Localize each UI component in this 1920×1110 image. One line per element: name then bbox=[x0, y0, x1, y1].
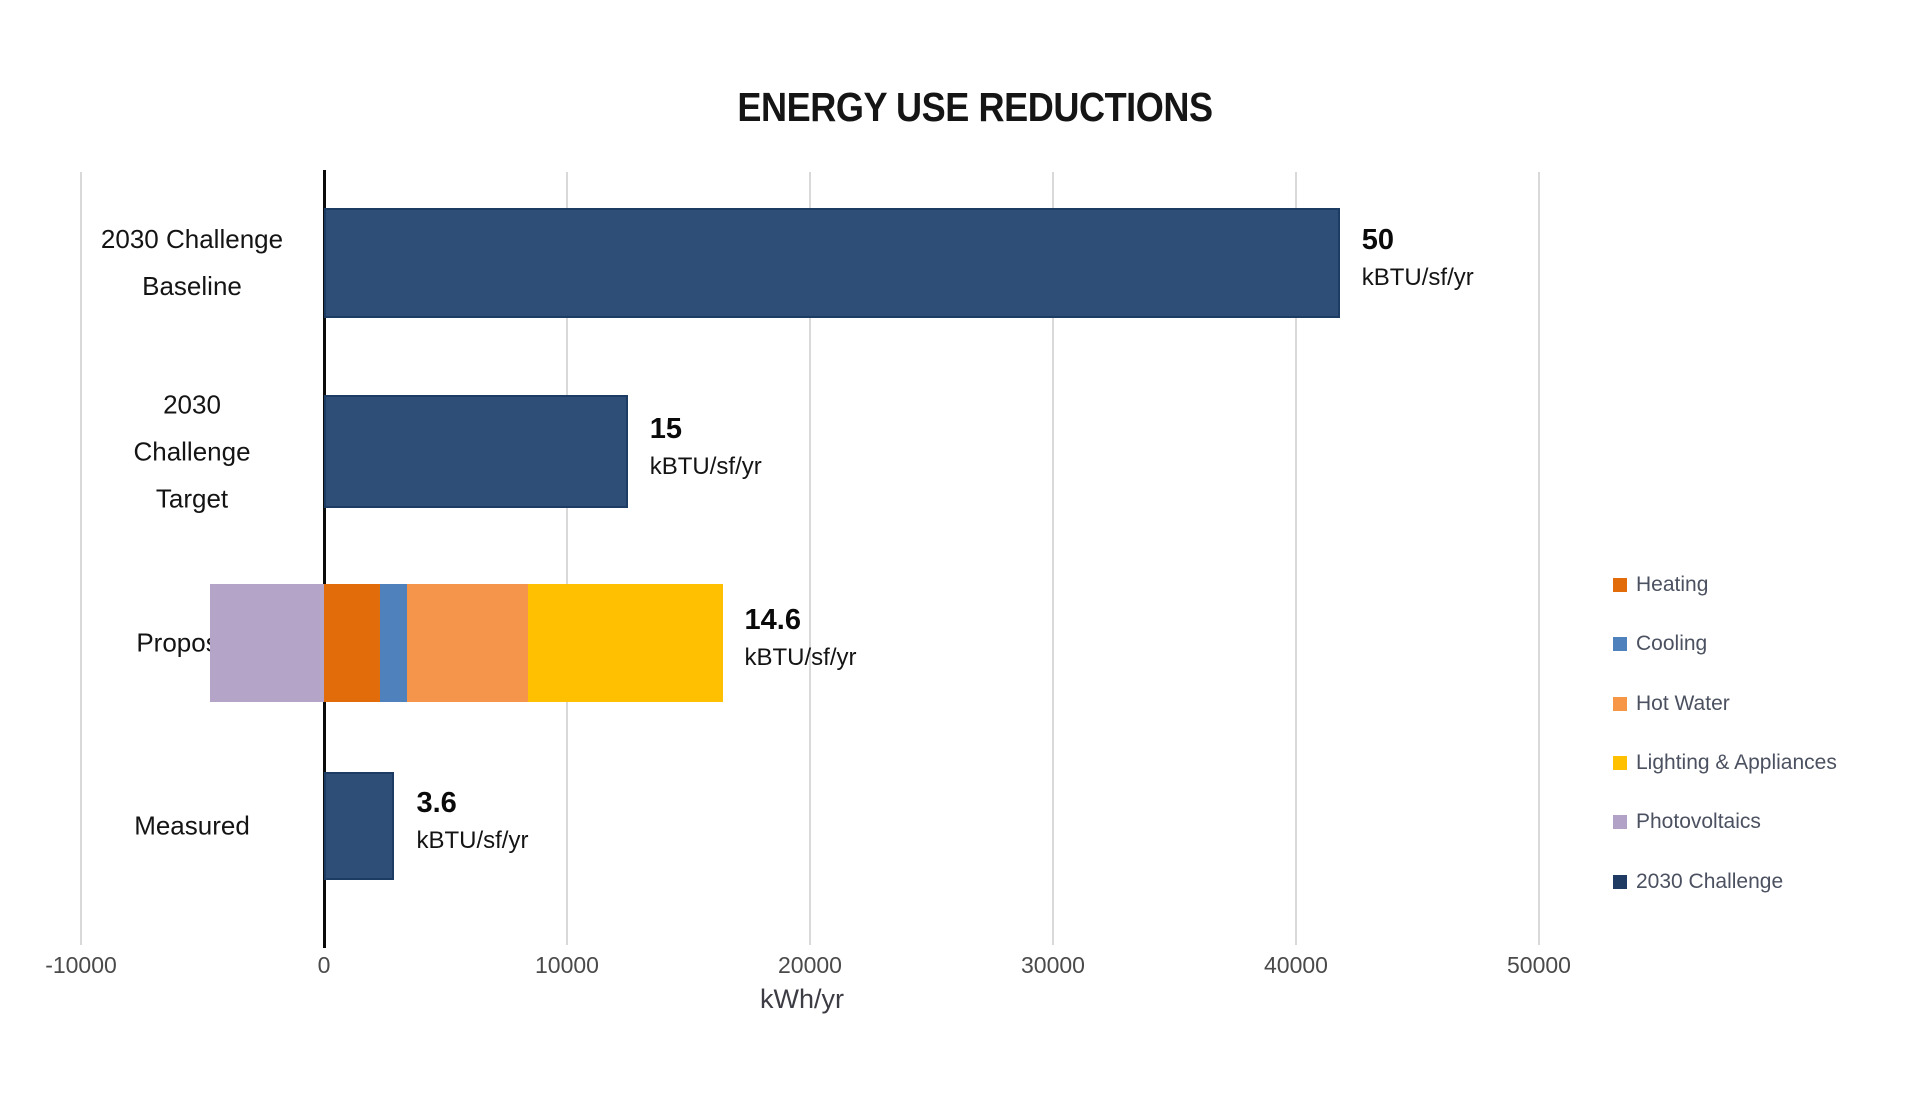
legend-label-heating: Heating bbox=[1636, 573, 1709, 596]
bar-value-unit: kBTU/sf/yr bbox=[416, 827, 529, 854]
bar-2030-challenge-baseline bbox=[324, 208, 1340, 318]
category-label-2030-challenge-target: 2030 Challenge Target bbox=[32, 381, 352, 522]
bar-value-number: 3.6 bbox=[416, 787, 457, 819]
legend-swatch-cooling bbox=[1613, 637, 1627, 652]
category-label-line: Challenge bbox=[133, 436, 251, 466]
gridline-20000 bbox=[809, 172, 811, 945]
legend-item-lighting-appliances: Lighting & Appliances bbox=[1613, 749, 1837, 777]
x-tick-label-20000: 20000 bbox=[778, 952, 842, 978]
category-label-line: Measured bbox=[134, 810, 250, 841]
category-label-2030-challenge-baseline: 2030 Challenge Baseline bbox=[32, 216, 352, 310]
legend-swatch-2030-challenge bbox=[1613, 874, 1627, 889]
bar-segment-heating bbox=[324, 584, 380, 702]
x-tick-label-10000: 10000 bbox=[535, 952, 599, 978]
x-tick-label-40000: 40000 bbox=[1264, 952, 1328, 978]
bar-value-unit: kBTU/sf/yr bbox=[649, 452, 762, 480]
category-label-line: 2030 Challenge bbox=[100, 224, 284, 254]
gridline-30000 bbox=[1052, 172, 1054, 945]
x-tick-label-30000: 30000 bbox=[1021, 952, 1085, 978]
category-label-line: Target bbox=[155, 483, 229, 513]
legend-label-cooling: Cooling bbox=[1636, 632, 1708, 656]
legend-label-hot-water: Hot Water bbox=[1636, 691, 1730, 715]
axis-zero-line bbox=[322, 170, 326, 948]
category-label-line: Baseline bbox=[142, 271, 242, 301]
category-label-line: 2030 bbox=[163, 389, 221, 419]
legend-label-2030-challenge: 2030 Challenge bbox=[1636, 869, 1784, 893]
bar-value-number: 14.6 bbox=[744, 604, 801, 636]
gridline--10000 bbox=[80, 172, 82, 945]
bar-value-label-2030-challenge-target: 15 kBTU/sf/yr bbox=[650, 409, 762, 480]
bar-value-label-proposed: 14.6 kBTU/sf/yr bbox=[745, 600, 857, 671]
legend-item-hot-water: Hot Water bbox=[1613, 690, 1730, 718]
legend-item-cooling: Cooling bbox=[1613, 630, 1707, 658]
legend-swatch-lighting-appliances bbox=[1613, 755, 1627, 770]
legend-item-2030-challenge: 2030 Challenge bbox=[1613, 868, 1783, 896]
legend-swatch-heating bbox=[1613, 578, 1627, 592]
legend-item-heating: Heating bbox=[1613, 571, 1708, 599]
bar-segment-photovoltaics bbox=[209, 584, 324, 702]
legend-label-lighting-appliances: Lighting & Appliances bbox=[1636, 750, 1837, 774]
bar-segment-cooling bbox=[379, 584, 407, 702]
legend-item-photovoltaics: Photovoltaics bbox=[1613, 808, 1761, 836]
legend-swatch-photovoltaics bbox=[1613, 815, 1627, 830]
gridline-10000 bbox=[566, 172, 568, 945]
bar-segment-hot-water bbox=[406, 584, 529, 702]
bar-measured bbox=[324, 772, 395, 880]
bar-value-unit: kBTU/sf/yr bbox=[1361, 264, 1474, 291]
bar-value-label-2030-challenge-baseline: 50 kBTU/sf/yr bbox=[1362, 220, 1474, 291]
chart-title: ENERGY USE REDUCTIONS bbox=[737, 84, 1213, 130]
x-tick-label-50000: 50000 bbox=[1507, 952, 1571, 978]
x-tick-label--10000: -10000 bbox=[45, 952, 117, 978]
bar-value-unit: kBTU/sf/yr bbox=[744, 644, 857, 671]
legend-label-photovoltaics: Photovoltaics bbox=[1636, 810, 1761, 834]
bar-value-label-measured: 3.6 kBTU/sf/yr bbox=[416, 783, 528, 854]
bar-value-number: 50 bbox=[1361, 224, 1394, 256]
x-tick-label-0: 0 bbox=[317, 952, 331, 978]
category-label-measured: Measured bbox=[32, 803, 352, 850]
gridline-40000 bbox=[1295, 172, 1297, 945]
bar-value-number: 15 bbox=[649, 412, 683, 445]
bar-segment-lighting-appliances bbox=[528, 584, 723, 702]
legend-swatch-hot-water bbox=[1613, 696, 1627, 711]
gridline-50000 bbox=[1538, 172, 1540, 945]
bar-2030-challenge-target bbox=[324, 395, 628, 508]
x-axis-title: kWh/yr bbox=[760, 984, 844, 1014]
